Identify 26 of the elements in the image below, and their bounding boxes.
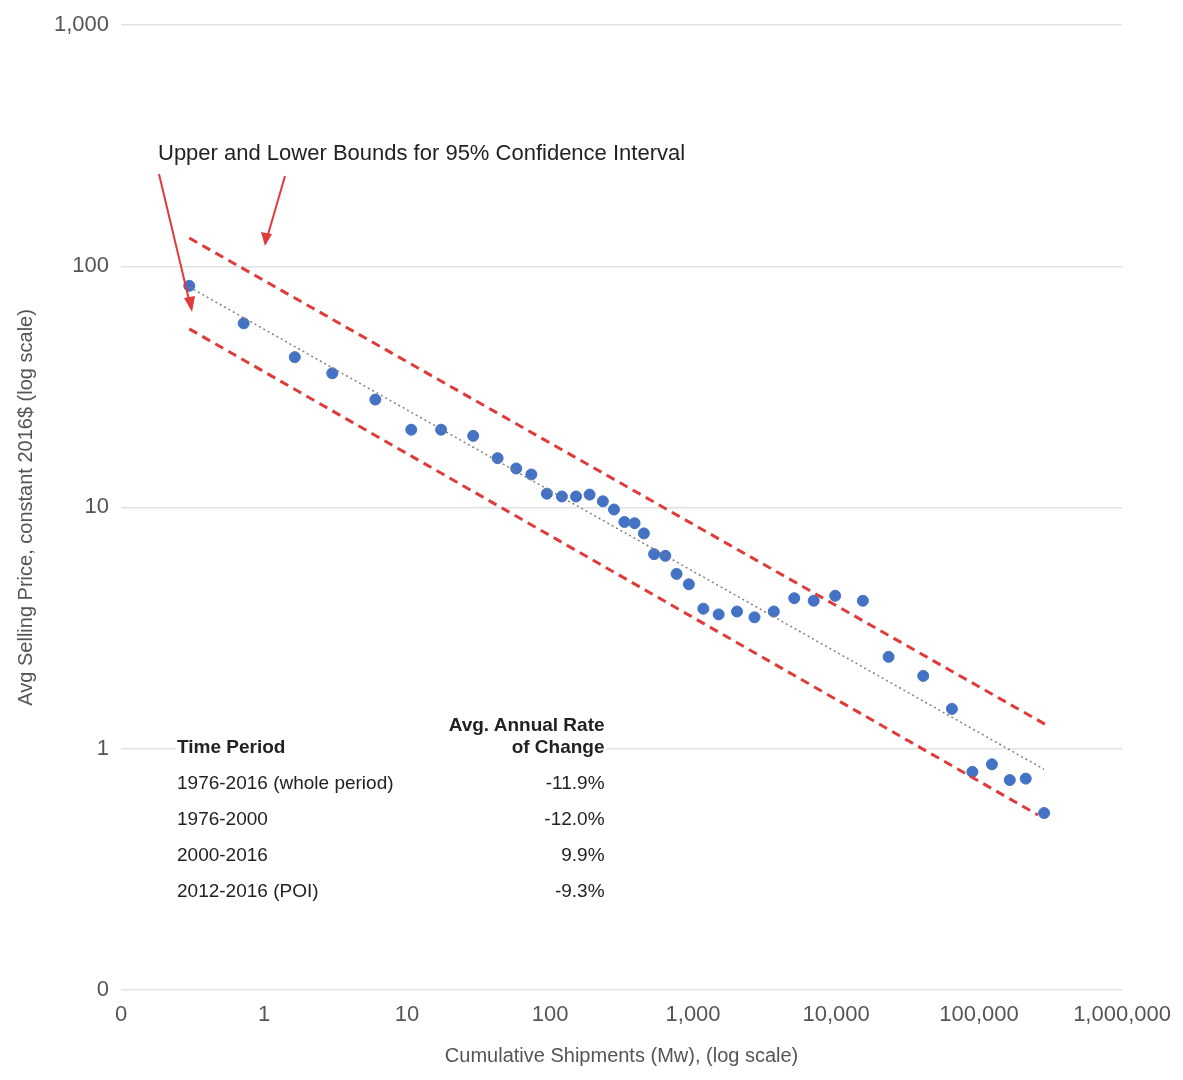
x-tick-label: 10	[394, 1000, 420, 1026]
annotation: Time Period	[176, 735, 287, 759]
annotation: -12.0%	[543, 807, 606, 831]
x-axis-title: Cumulative Shipments (Mw), (log scale)	[444, 1043, 799, 1066]
x-tick-label: 1	[257, 1000, 271, 1026]
x-tick-label: 100,000	[939, 1000, 1019, 1026]
x-tick-label: 100	[531, 1000, 569, 1026]
x-tick-label: 10,000	[802, 1000, 870, 1026]
annotation: 2000-2016	[176, 843, 269, 867]
y-tick-label: 1,000	[53, 11, 110, 37]
annotation: -9.3%	[553, 879, 606, 903]
y-tick-label: 100	[72, 252, 110, 278]
annotation: 1976-2000	[176, 807, 269, 831]
y-axis-title: Avg Selling Price, constant 2016$ (log scale)	[13, 309, 36, 706]
y-tick-label: 1	[96, 734, 110, 760]
annotation: -11.9%	[544, 771, 606, 795]
annotation: Avg. Annual Rate of Change	[447, 713, 606, 759]
annotation: 2012-2016 (POI)	[176, 879, 320, 903]
annotation: 9.9%	[560, 843, 606, 867]
annotation: 1976-2016 (whole period)	[176, 771, 395, 795]
x-tick-label: 1,000	[665, 1000, 721, 1026]
y-tick-label: 10	[84, 493, 110, 519]
y-tick-label: 0	[96, 975, 110, 1001]
x-tick-label: 0	[114, 1000, 128, 1026]
annotation: Upper and Lower Bounds for 95% Confidence Interval	[158, 140, 686, 166]
x-tick-label: 1,000,000	[1073, 1000, 1171, 1026]
